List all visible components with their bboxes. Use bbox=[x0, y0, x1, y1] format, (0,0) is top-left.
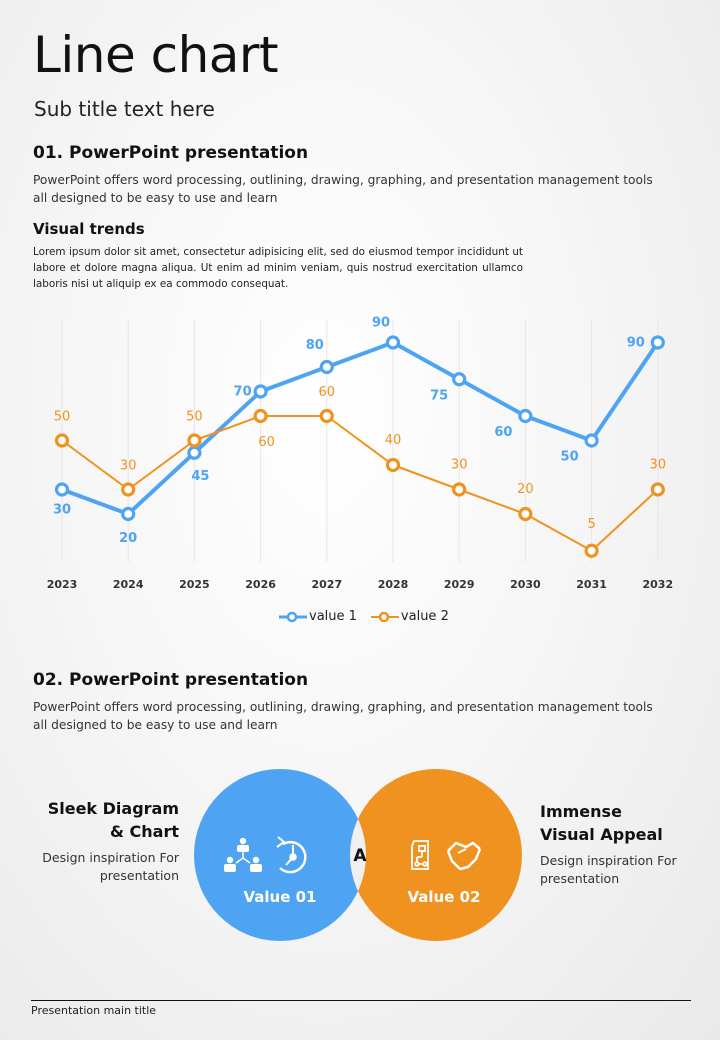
legend-marker-value1 bbox=[279, 611, 307, 622]
left-feature-body: Design inspiration For presentation bbox=[20, 849, 179, 885]
line-chart: 30 20 45 70 80 90 75 60 50 90 50 30 50 60 60 40 30 20 530 … bbox=[47, 316, 673, 592]
data-point bbox=[187, 445, 202, 460]
data-point bbox=[584, 543, 599, 558]
venn-intersection-label: A bbox=[353, 846, 367, 866]
visual-trends-text: Lorem ipsum dolor sit amet, consectetur … bbox=[33, 246, 523, 290]
chart-legend: value 1 value 2 bbox=[279, 609, 457, 624]
legend-label-value1: value 1 bbox=[309, 609, 357, 624]
data-point bbox=[121, 482, 136, 497]
chart-data-labels: 30 20 45 70 80 90 75 60 50 90 50 30 50 60 60 40 30 20 5 30 bbox=[53, 316, 666, 547]
data-label: 40 bbox=[385, 433, 402, 448]
section1-body: PowerPoint offers word processing, outli… bbox=[33, 171, 653, 207]
data-point bbox=[452, 372, 467, 387]
x-tick-label: 2026 bbox=[245, 578, 276, 591]
venn-circle-left bbox=[194, 769, 366, 941]
data-label: 60 bbox=[319, 385, 336, 400]
data-point bbox=[187, 433, 202, 448]
section1-heading: 01. PowerPoint presentation bbox=[33, 143, 309, 163]
chart-series bbox=[54, 335, 665, 558]
data-point bbox=[54, 433, 70, 448]
right-feature-body-line1: Design inspiration For bbox=[540, 853, 677, 868]
data-point bbox=[54, 482, 70, 497]
right-feature-title-line1: Immense bbox=[540, 802, 622, 821]
venn-right-label: Value 02 bbox=[407, 888, 480, 906]
legend-item-value1: value 1 bbox=[279, 609, 357, 624]
data-label: 50 bbox=[54, 410, 71, 425]
x-tick-label: 2024 bbox=[113, 578, 144, 591]
section2-body-line1: PowerPoint offers word processing, outli… bbox=[33, 700, 653, 714]
footer-divider bbox=[31, 1000, 691, 1001]
data-point bbox=[385, 335, 401, 350]
workflow-document-icon bbox=[411, 840, 429, 870]
left-feature-body-line2: presentation bbox=[99, 868, 179, 883]
data-label: 45 bbox=[191, 469, 209, 484]
data-label: 50 bbox=[561, 450, 579, 465]
page-title: Line chart bbox=[33, 26, 279, 84]
data-label: 90 bbox=[372, 316, 390, 331]
data-point bbox=[121, 506, 136, 522]
data-point bbox=[319, 408, 334, 424]
data-point bbox=[518, 506, 533, 522]
handshake-icon bbox=[446, 841, 482, 871]
data-label: 30 bbox=[451, 458, 468, 473]
data-label: 30 bbox=[120, 459, 137, 474]
venn-left-label: Value 01 bbox=[243, 888, 316, 906]
series-line-1 bbox=[61, 340, 660, 516]
x-tick-label: 2028 bbox=[378, 578, 409, 591]
data-label: 75 bbox=[430, 388, 448, 403]
data-label: 60 bbox=[494, 425, 512, 440]
left-feature-title-line1: Sleek Diagram bbox=[47, 799, 179, 818]
right-feature-body-line2: presentation bbox=[540, 871, 620, 886]
team-hierarchy-icon bbox=[224, 837, 262, 872]
x-tick-label: 2027 bbox=[311, 578, 342, 591]
legend-label-value2: value 2 bbox=[400, 609, 449, 624]
data-point bbox=[650, 335, 665, 350]
data-point bbox=[253, 384, 268, 399]
data-label: 5 bbox=[587, 517, 595, 532]
x-tick-label: 2025 bbox=[179, 578, 210, 591]
right-feature: Immense Visual Appeal Design inspiration… bbox=[540, 800, 710, 888]
legend-item-value2: value 2 bbox=[370, 609, 449, 624]
series-line-2 bbox=[61, 415, 659, 552]
x-tick-label: 2029 bbox=[444, 578, 475, 591]
chart-x-ticks: 2023 2024 2025 2026 2027 2028 2029 2030 2031 2032 bbox=[47, 578, 673, 591]
section2-body: PowerPoint offers word processing, outli… bbox=[33, 698, 653, 734]
data-label: 30 bbox=[650, 458, 667, 473]
x-tick-label: 2023 bbox=[47, 578, 78, 591]
data-point bbox=[253, 408, 268, 424]
data-label: 20 bbox=[517, 482, 534, 497]
section2-body-line2: all designed to be easy to use and learn bbox=[33, 718, 278, 732]
time-restore-icon bbox=[276, 836, 307, 874]
left-feature: Sleek Diagram & Chart Design inspiration… bbox=[20, 797, 179, 885]
data-point bbox=[385, 457, 401, 473]
right-feature-body: Design inspiration For presentation bbox=[540, 852, 710, 888]
x-tick-label: 2030 bbox=[510, 578, 541, 591]
data-label: 90 bbox=[627, 336, 645, 351]
data-point bbox=[650, 482, 665, 497]
data-point bbox=[584, 433, 599, 448]
venn-diagram: A Value 01 Value 02 bbox=[194, 769, 522, 941]
section1-body-line1: PowerPoint offers word processing, outli… bbox=[33, 173, 653, 187]
footer-title: Presentation main title bbox=[31, 1004, 157, 1017]
x-tick-label: 2031 bbox=[576, 578, 607, 591]
section1-body-line2: all designed to be easy to use and learn bbox=[33, 191, 278, 205]
visual-trends-heading: Visual trends bbox=[33, 220, 145, 238]
venn-circle-right bbox=[350, 769, 522, 941]
data-label: 20 bbox=[119, 531, 137, 546]
data-label: 60 bbox=[258, 435, 275, 450]
legend-marker-value2 bbox=[370, 611, 399, 622]
data-label: 70 bbox=[234, 385, 252, 400]
data-label: 30 bbox=[53, 503, 71, 518]
section2-heading: 02. PowerPoint presentation bbox=[33, 670, 309, 690]
left-feature-body-line1: Design inspiration For bbox=[42, 850, 179, 865]
data-label: 50 bbox=[186, 410, 203, 425]
data-point bbox=[452, 482, 467, 497]
right-feature-title-line2: Visual Appeal bbox=[540, 825, 663, 844]
data-point bbox=[518, 408, 533, 424]
x-tick-label: 2032 bbox=[642, 578, 673, 591]
data-point bbox=[319, 359, 334, 375]
data-label: 80 bbox=[306, 338, 324, 353]
page-subtitle: Sub title text here bbox=[34, 97, 215, 121]
left-feature-title-line2: & Chart bbox=[110, 822, 179, 841]
